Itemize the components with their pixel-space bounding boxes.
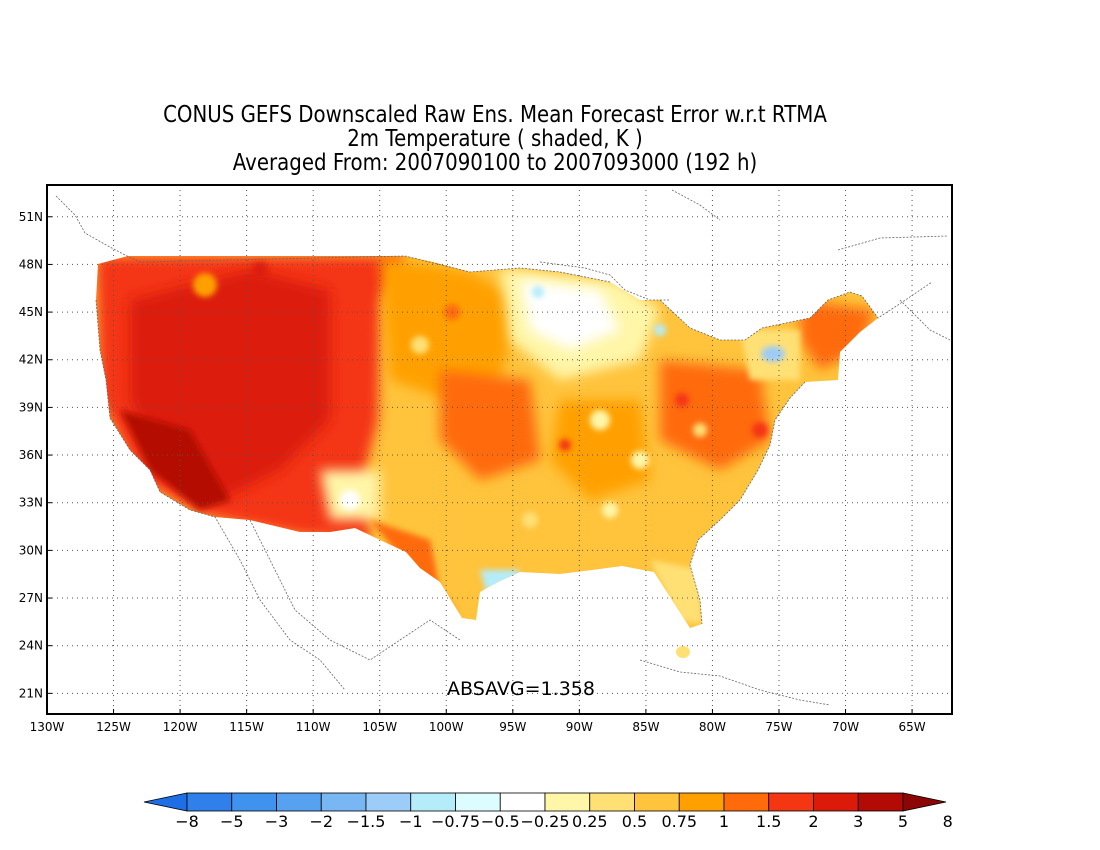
colorbar-label: −2 xyxy=(309,812,333,831)
colorbar-label: 1 xyxy=(719,812,729,831)
colorbar-label: −0.5 xyxy=(481,812,520,831)
colorbar-label: 5 xyxy=(898,812,908,831)
graticule xyxy=(47,185,952,714)
title-line-2: 2m Temperature ( shaded, K ) xyxy=(347,126,643,152)
lon-tick-label: 130W xyxy=(30,720,65,734)
lat-tick-label: 42N xyxy=(19,353,43,367)
colorbar-labels: −8 −5 −3 −2 −1.5 −1 −0.75 −0.5 −0.25 0.25 0.5 0.75 1… xyxy=(175,812,953,831)
lon-tick-label: 115W xyxy=(229,720,264,734)
colorbar-box xyxy=(186,792,233,812)
colorbar-box xyxy=(723,792,770,812)
lon-tick-label: 125W xyxy=(96,720,131,734)
title-line-1: CONUS GEFS Downscaled Raw Ens. Mean Fore… xyxy=(163,102,827,128)
colorbar-box xyxy=(589,792,635,812)
title-line-3: Averaged From: 2007090100 to 2007093000 … xyxy=(232,150,758,176)
colorbar-box xyxy=(678,792,725,812)
colorbar-label: 8 xyxy=(943,812,953,831)
colorbar-label: −8 xyxy=(175,812,199,831)
colorbar xyxy=(143,792,947,812)
colorbar-label: 3 xyxy=(853,812,863,831)
colorbar-label: 0.25 xyxy=(572,812,608,831)
colorbar-label: −5 xyxy=(220,812,244,831)
colorbar-under-triangle xyxy=(143,792,188,812)
coastlines xyxy=(55,189,951,706)
colorbar-box xyxy=(857,792,904,812)
latitude-labels: 51N 48N 45N 42N 39N 36N 33N 30N 27N 24N 21N xyxy=(19,210,52,700)
lon-tick-label: 75W xyxy=(765,720,792,734)
colorbar-box xyxy=(320,792,367,812)
absavg-label: ABSAVG=1.358 xyxy=(447,678,595,700)
lat-tick-label: 39N xyxy=(19,400,43,414)
colorbar-box xyxy=(410,792,456,812)
colorbar-box xyxy=(231,792,277,812)
colorbar-label: −0.75 xyxy=(431,812,480,831)
colorbar-label: −1.5 xyxy=(347,812,386,831)
colorbar-box xyxy=(455,792,501,812)
lon-tick-label: 105W xyxy=(362,720,397,734)
lat-tick-label: 45N xyxy=(19,305,43,319)
lat-tick-label: 33N xyxy=(19,496,43,510)
colorbar-box xyxy=(499,792,546,812)
colorbar-box xyxy=(365,792,412,812)
colorbar-label: 2 xyxy=(808,812,818,831)
colorbar-over-triangle xyxy=(902,792,947,812)
colorbar-label: 0.5 xyxy=(622,812,647,831)
colorbar-box xyxy=(276,792,322,812)
colorbar-box xyxy=(768,792,814,812)
lat-tick-label: 51N xyxy=(19,210,43,224)
lon-tick-label: 85W xyxy=(632,720,659,734)
lon-tick-label: 80W xyxy=(699,720,726,734)
colorbar-label: 1.5 xyxy=(756,812,781,831)
map-frame xyxy=(46,184,953,715)
lon-tick-label: 120W xyxy=(163,720,198,734)
lon-tick-label: 70W xyxy=(832,720,859,734)
lat-tick-label: 24N xyxy=(19,639,43,653)
lon-tick-label: 100W xyxy=(429,720,464,734)
lat-tick-label: 21N xyxy=(19,686,43,700)
colorbar-label: −3 xyxy=(265,812,289,831)
colorbar-box xyxy=(544,792,591,812)
colorbar-label: −1 xyxy=(399,812,423,831)
colorbar-label: 0.75 xyxy=(661,812,697,831)
lon-tick-label: 95W xyxy=(499,720,526,734)
longitude-labels: 130W 125W 120W 115W 110W 105W 100W 95W 90W 85W 80W… xyxy=(30,709,926,734)
colorbar-label: −0.25 xyxy=(520,812,569,831)
lon-tick-label: 65W xyxy=(899,720,926,734)
lat-tick-label: 30N xyxy=(19,543,43,557)
lon-tick-label: 110W xyxy=(296,720,331,734)
lon-tick-label: 90W xyxy=(566,720,593,734)
lat-tick-label: 48N xyxy=(19,257,43,271)
lat-tick-label: 27N xyxy=(19,591,43,605)
colorbar-box xyxy=(813,792,859,812)
lat-tick-label: 36N xyxy=(19,448,43,462)
colorbar-box xyxy=(634,792,680,812)
